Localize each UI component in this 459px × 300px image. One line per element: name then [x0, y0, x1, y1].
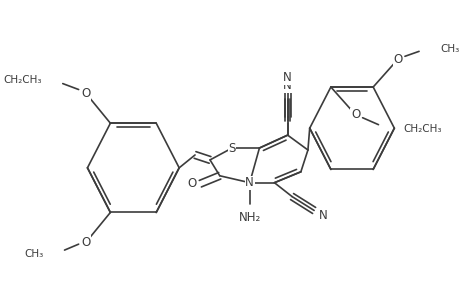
- Text: CH₃: CH₃: [24, 249, 43, 259]
- Text: N: N: [283, 79, 291, 92]
- Text: O: O: [350, 108, 359, 121]
- Text: CH₃: CH₃: [439, 44, 459, 54]
- Text: S: S: [228, 142, 235, 154]
- Text: O: O: [81, 236, 90, 249]
- Text: N: N: [245, 176, 253, 189]
- Text: NH₂: NH₂: [238, 211, 260, 224]
- Text: N: N: [318, 209, 327, 222]
- Text: O: O: [392, 53, 402, 66]
- Text: O: O: [186, 177, 196, 190]
- Text: CH₂CH₃: CH₂CH₃: [402, 124, 441, 134]
- Text: CH₂CH₃: CH₂CH₃: [3, 75, 41, 85]
- Text: O: O: [81, 87, 90, 100]
- Text: N: N: [283, 71, 291, 84]
